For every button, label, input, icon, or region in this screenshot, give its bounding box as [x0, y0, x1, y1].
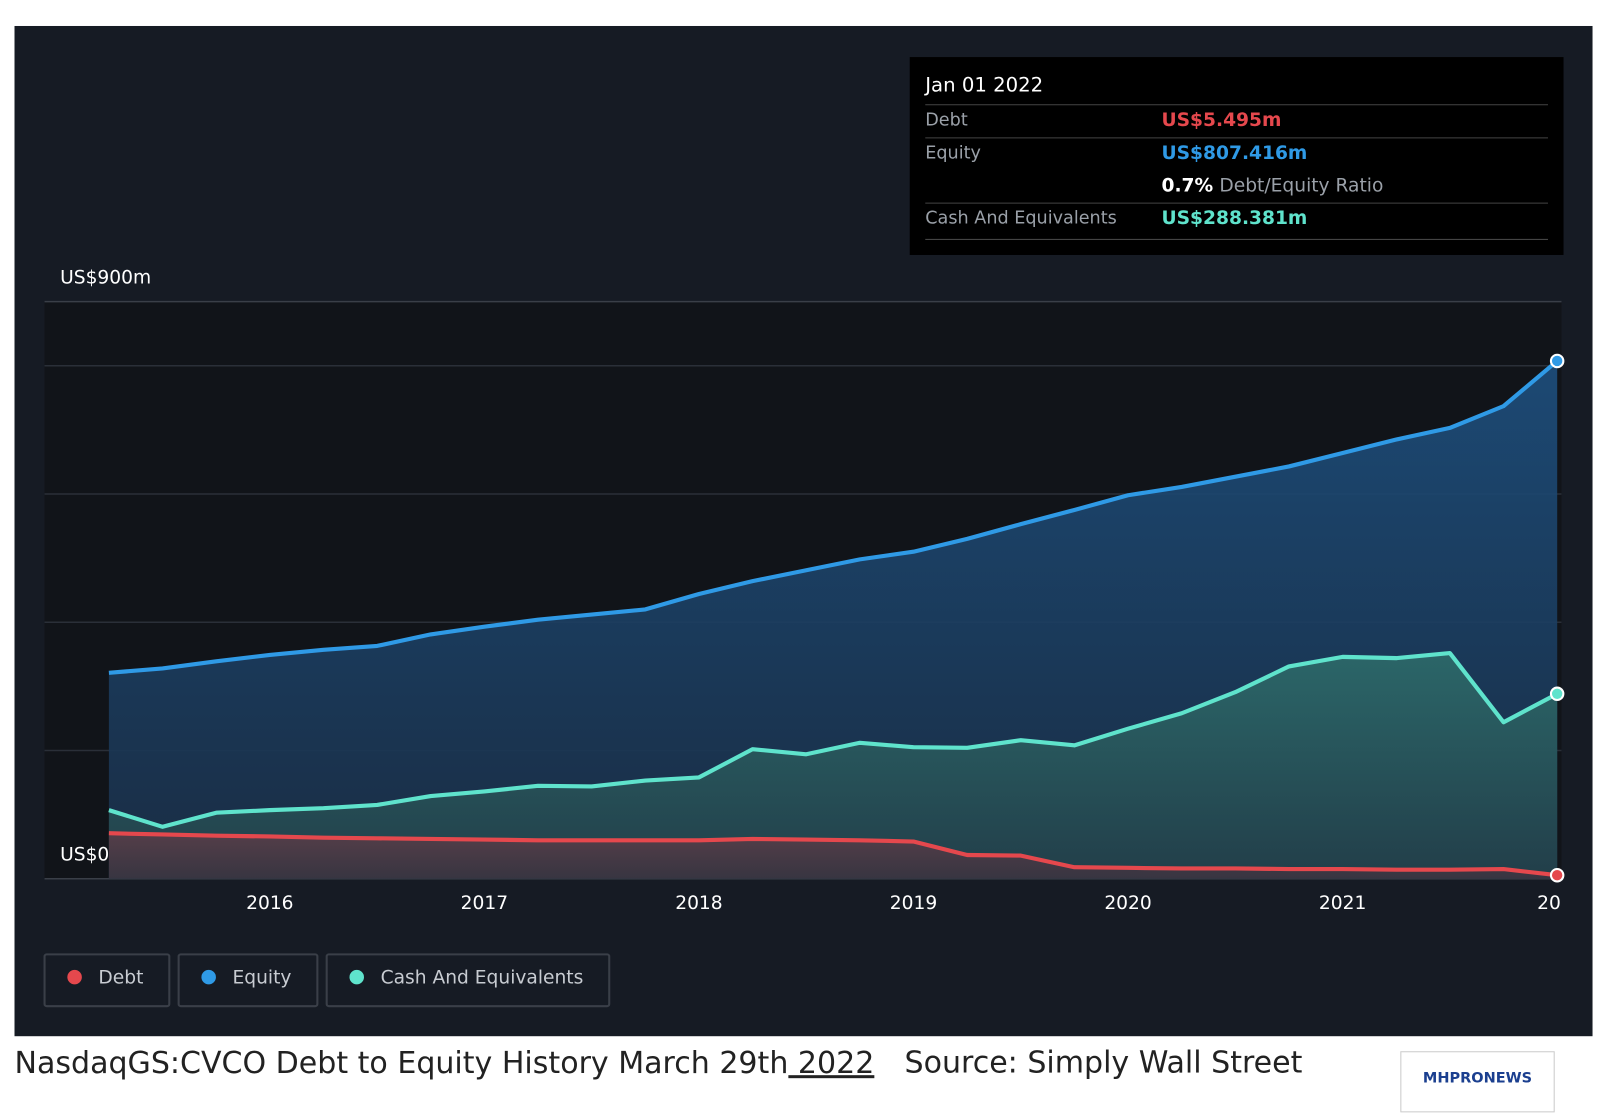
legend-label: Cash And Equivalents	[381, 968, 584, 989]
tooltip-title: Jan 01 2022	[923, 74, 1043, 97]
legend-swatch	[349, 969, 364, 985]
legend-label: Debt	[98, 968, 143, 989]
legend-box	[177, 953, 319, 1008]
tooltip-ratio: 0.7% Debt/Equity Ratio	[1162, 175, 1384, 196]
x-tick-label: 2020	[1104, 893, 1151, 914]
tooltip: Jan 01 2022 Debt US$5.495m Equity US$807…	[909, 57, 1564, 255]
line	[108, 650, 1559, 829]
line	[108, 359, 1559, 675]
caption-text: NasdaqGS:CVCO Debt to Equity History Mar…	[15, 1046, 789, 1081]
tooltip-label: Debt	[925, 110, 968, 130]
legend-label: Equity	[233, 968, 292, 989]
logo: MHPRONEWS	[1423, 1071, 1532, 1087]
legend-item: Equity	[177, 953, 319, 1008]
end-point	[1549, 353, 1565, 369]
legend-item: Debt	[43, 953, 171, 1008]
legend-item: Cash And Equivalents	[325, 953, 611, 1008]
y-tick-label: US$900m	[60, 267, 151, 288]
legend-box	[43, 953, 171, 1008]
legend-swatch	[201, 969, 216, 985]
ratio-label: Debt/Equity Ratio	[1219, 175, 1383, 196]
legend-box	[325, 953, 611, 1008]
tooltip-label: Cash And Equivalents	[925, 209, 1117, 229]
tooltip-value: US$807.416m	[1162, 143, 1308, 164]
logo-box	[1400, 1051, 1555, 1113]
legend-swatch	[67, 969, 82, 985]
end-point	[1549, 686, 1565, 702]
tooltip-value: US$5.495m	[1162, 110, 1282, 131]
line	[108, 831, 1558, 878]
x-tick-label: 2016	[246, 893, 293, 914]
caption: NasdaqGS:CVCO Debt to Equity History Mar…	[15, 1046, 875, 1081]
caption-date: 2022	[788, 1046, 874, 1081]
tooltip-label: Equity	[925, 143, 981, 163]
x-tick-label: 20	[1537, 893, 1561, 914]
x-tick-label: 2019	[890, 893, 937, 914]
tooltip-value: US$288.381m	[1162, 208, 1308, 229]
ratio-value: 0.7%	[1162, 175, 1214, 196]
y-tick-label: US$0	[60, 844, 109, 865]
x-tick-label: 2021	[1319, 893, 1366, 914]
x-tick-label: 2018	[675, 893, 722, 914]
tooltip-box	[909, 57, 1564, 255]
x-tick-label: 2017	[461, 893, 508, 914]
caption-source: Source: Simply Wall Street	[905, 1046, 1303, 1081]
end-point	[1549, 867, 1565, 883]
area	[108, 833, 1558, 879]
